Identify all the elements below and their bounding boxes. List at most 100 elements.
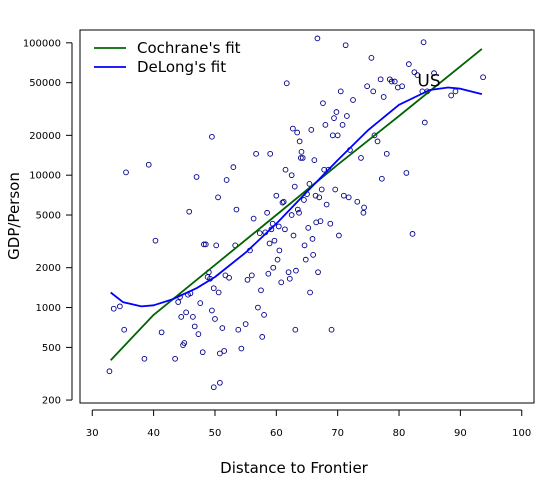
y-tick-label: 10000 — [29, 171, 61, 182]
y-tick-label: 50000 — [29, 78, 61, 89]
x-tick-label: 30 — [86, 428, 99, 439]
legend-label-delong: DeLong's fit — [137, 58, 226, 76]
data-point — [327, 220, 334, 227]
data-point — [123, 169, 129, 176]
data-point — [298, 149, 305, 155]
data-point — [290, 125, 296, 132]
data-point — [378, 175, 385, 182]
data-point — [285, 269, 292, 276]
fit-lines — [110, 48, 483, 361]
data-point — [212, 316, 218, 322]
data-point — [121, 326, 128, 333]
data-point — [294, 129, 301, 136]
data-point — [190, 314, 196, 320]
data-point — [265, 270, 272, 277]
data-point — [364, 83, 370, 90]
data-point — [336, 232, 342, 239]
data-point — [215, 194, 221, 201]
data-point — [213, 242, 220, 249]
data-point — [405, 61, 412, 68]
y-tick-label: 100000 — [23, 38, 61, 49]
data-point — [201, 241, 207, 248]
data-point — [350, 97, 356, 103]
data-point — [268, 226, 275, 233]
data-point — [175, 299, 182, 305]
data-point — [354, 198, 361, 205]
data-point — [145, 161, 152, 168]
data-point — [345, 194, 352, 201]
x-tick-label: 50 — [209, 428, 222, 439]
data-point — [191, 323, 198, 330]
data-point — [266, 240, 273, 247]
y-axis: 200 500 1000 2000 5000 10000 20000 50000 100000 — [23, 38, 73, 407]
x-tick-label: 60 — [270, 428, 283, 439]
legend: Cochrane's fit DeLong's fit — [94, 39, 241, 76]
data-point — [480, 74, 486, 81]
data-point — [264, 209, 270, 216]
data-point — [340, 192, 347, 199]
x-axis-title: Distance to Frontier — [220, 459, 369, 477]
data-point — [282, 166, 289, 173]
data-point — [202, 241, 209, 248]
data-point — [110, 305, 117, 312]
data-point — [215, 289, 222, 296]
data-point — [275, 223, 282, 230]
data-point — [309, 236, 316, 242]
data-point — [210, 384, 217, 391]
data-point — [258, 287, 264, 294]
data-point — [292, 326, 299, 333]
data-point — [288, 212, 295, 218]
data-point — [294, 206, 301, 213]
data-point — [223, 177, 230, 183]
data-point — [320, 100, 326, 107]
y-tick-label: 2000 — [36, 263, 61, 274]
data-point — [274, 256, 281, 263]
data-point — [259, 334, 266, 340]
data-point — [280, 198, 287, 205]
x-tick-label: 90 — [454, 428, 467, 439]
data-point — [342, 42, 349, 49]
data-point — [270, 264, 277, 271]
data-point — [391, 78, 398, 85]
data-point — [374, 138, 381, 145]
y-tick-label: 200 — [42, 396, 61, 407]
data-point — [217, 379, 223, 386]
data-point — [308, 127, 315, 133]
data-point — [317, 218, 324, 224]
y-tick-label: 1000 — [36, 303, 61, 314]
data-point — [217, 350, 223, 357]
data-point — [193, 174, 200, 180]
scatter-points — [106, 35, 486, 391]
x-tick-label: 100 — [512, 428, 531, 439]
data-point — [226, 274, 232, 281]
data-point — [316, 194, 323, 201]
data-point — [117, 303, 123, 310]
data-point — [344, 113, 350, 119]
data-point — [383, 150, 390, 157]
data-point — [199, 349, 206, 356]
data-point — [361, 204, 367, 211]
data-point — [420, 39, 427, 46]
x-tick-label: 40 — [147, 428, 160, 439]
data-point — [195, 331, 202, 337]
data-point — [399, 83, 405, 90]
data-point — [368, 55, 375, 61]
data-point — [248, 272, 255, 279]
data-point — [235, 326, 242, 333]
data-point — [403, 170, 410, 176]
data-point — [210, 285, 217, 292]
y-tick-label: 20000 — [29, 131, 61, 142]
data-point — [314, 35, 321, 42]
data-point — [321, 166, 328, 173]
data-point — [288, 172, 295, 179]
data-point — [291, 183, 298, 190]
data-point — [209, 133, 215, 140]
y-tick-label: 5000 — [36, 211, 61, 222]
plot-frame — [79, 29, 535, 404]
delong-fit-line — [110, 86, 483, 308]
data-point — [332, 186, 339, 193]
data-point — [242, 321, 249, 327]
data-point — [267, 150, 274, 157]
data-point — [318, 186, 325, 193]
data-point — [322, 122, 329, 128]
